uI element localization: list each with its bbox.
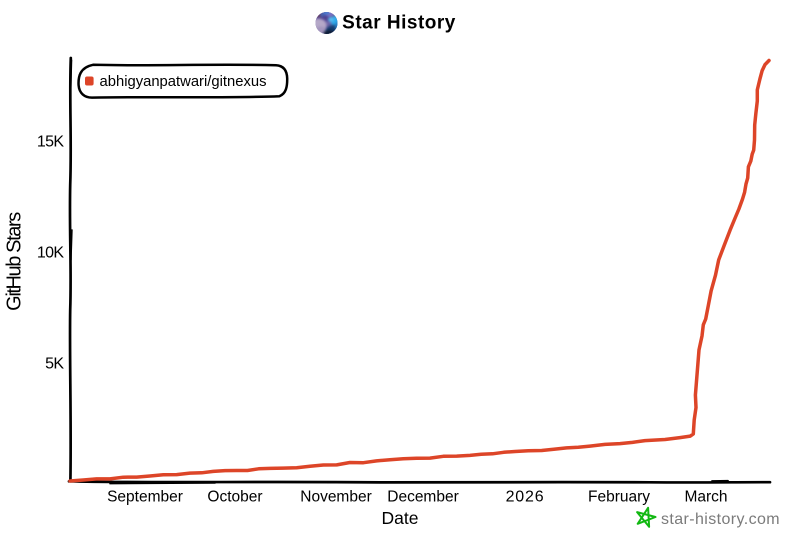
svg-text:Date: Date <box>382 508 419 528</box>
svg-text:15K: 15K <box>37 134 65 151</box>
svg-text:February: February <box>588 489 650 506</box>
svg-text:September: September <box>107 489 183 506</box>
svg-text:2026: 2026 <box>506 489 545 506</box>
svg-text:October: October <box>207 489 262 506</box>
svg-text:abhigyanpatwari/gitnexus: abhigyanpatwari/gitnexus <box>100 74 267 90</box>
svg-text:December: December <box>387 489 459 506</box>
svg-text:GitHub Stars: GitHub Stars <box>3 212 25 311</box>
svg-text:March: March <box>684 489 727 506</box>
svg-text:5K: 5K <box>45 356 64 373</box>
svg-text:star-history.com: star-history.com <box>661 511 780 528</box>
svg-text:Star History: Star History <box>342 13 456 34</box>
svg-text:10K: 10K <box>37 245 65 262</box>
svg-text:November: November <box>300 489 372 506</box>
